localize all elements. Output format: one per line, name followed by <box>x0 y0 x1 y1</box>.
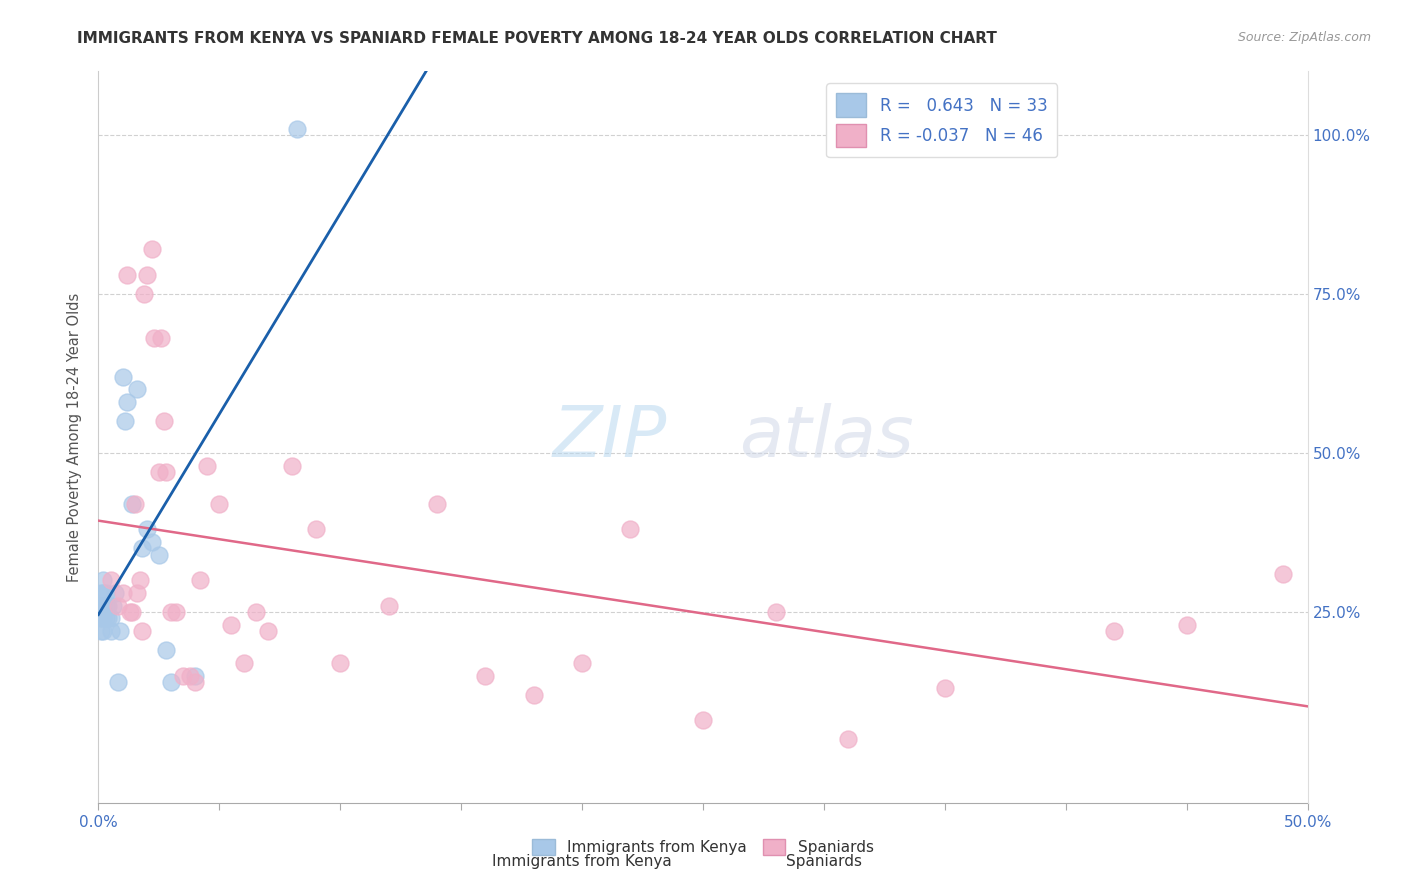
Point <box>94 586 117 600</box>
Point <box>118 605 141 619</box>
Point <box>305 522 328 536</box>
Point <box>117 268 139 282</box>
Point <box>141 243 163 257</box>
Point <box>107 599 129 613</box>
Point <box>1175 617 1198 632</box>
Point <box>94 599 117 613</box>
Text: Immigrants from Kenya: Immigrants from Kenya <box>492 854 672 869</box>
Point <box>160 675 183 690</box>
Point <box>97 599 120 613</box>
Point <box>97 611 120 625</box>
Point <box>135 268 157 282</box>
Point <box>155 465 177 479</box>
Point <box>128 573 150 587</box>
Point <box>121 497 143 511</box>
Text: atlas: atlas <box>740 402 914 472</box>
Point <box>208 497 231 511</box>
Point <box>281 458 304 473</box>
Point <box>141 535 163 549</box>
Point <box>221 617 243 632</box>
Point <box>155 643 177 657</box>
Point <box>474 668 496 682</box>
Point <box>124 497 146 511</box>
Point <box>1272 566 1295 581</box>
Point <box>111 586 134 600</box>
Point <box>256 624 278 638</box>
Point <box>90 599 112 613</box>
Point <box>111 369 134 384</box>
Point <box>91 624 114 638</box>
Point <box>837 732 859 747</box>
Point <box>91 611 114 625</box>
Point <box>184 675 207 690</box>
Point <box>148 548 170 562</box>
Point <box>619 522 641 536</box>
Point <box>934 681 956 696</box>
Point <box>165 605 187 619</box>
Point <box>100 611 122 625</box>
Point <box>114 414 136 428</box>
Point <box>160 605 183 619</box>
Point <box>94 611 117 625</box>
Point <box>107 675 129 690</box>
Point <box>195 458 218 473</box>
Point <box>152 414 174 428</box>
Point <box>135 522 157 536</box>
Point <box>143 331 166 345</box>
Point <box>232 656 254 670</box>
Point <box>100 624 122 638</box>
Point <box>131 541 153 556</box>
Point <box>285 121 308 136</box>
Point <box>150 331 173 345</box>
Point <box>127 586 149 600</box>
Point <box>426 497 449 511</box>
Text: ZIP: ZIP <box>553 402 666 472</box>
Point <box>377 599 399 613</box>
Point <box>91 599 114 613</box>
Point <box>1102 624 1125 638</box>
Point <box>148 465 170 479</box>
Point <box>523 688 546 702</box>
Point <box>90 611 112 625</box>
Point <box>692 713 714 727</box>
Y-axis label: Female Poverty Among 18-24 Year Olds: Female Poverty Among 18-24 Year Olds <box>67 293 83 582</box>
Point <box>90 586 112 600</box>
Point <box>765 605 787 619</box>
Text: IMMIGRANTS FROM KENYA VS SPANIARD FEMALE POVERTY AMONG 18-24 YEAR OLDS CORRELATI: IMMIGRANTS FROM KENYA VS SPANIARD FEMALE… <box>77 31 997 46</box>
Point <box>184 668 207 682</box>
Point <box>329 656 352 670</box>
Point <box>108 624 131 638</box>
Point <box>134 287 156 301</box>
Point <box>131 624 153 638</box>
Text: Source: ZipAtlas.com: Source: ZipAtlas.com <box>1237 31 1371 45</box>
Point <box>172 668 194 682</box>
Point <box>188 573 211 587</box>
Point <box>91 573 114 587</box>
Point <box>104 586 127 600</box>
Point <box>121 605 143 619</box>
Legend: Immigrants from Kenya, Spaniards: Immigrants from Kenya, Spaniards <box>526 833 880 861</box>
Point <box>571 656 593 670</box>
Point <box>117 395 139 409</box>
Point <box>127 383 149 397</box>
Point <box>100 573 122 587</box>
Point <box>90 624 112 638</box>
Point <box>101 599 124 613</box>
Point <box>179 668 201 682</box>
Point <box>91 586 114 600</box>
Text: Spaniards: Spaniards <box>786 854 862 869</box>
Point <box>245 605 267 619</box>
